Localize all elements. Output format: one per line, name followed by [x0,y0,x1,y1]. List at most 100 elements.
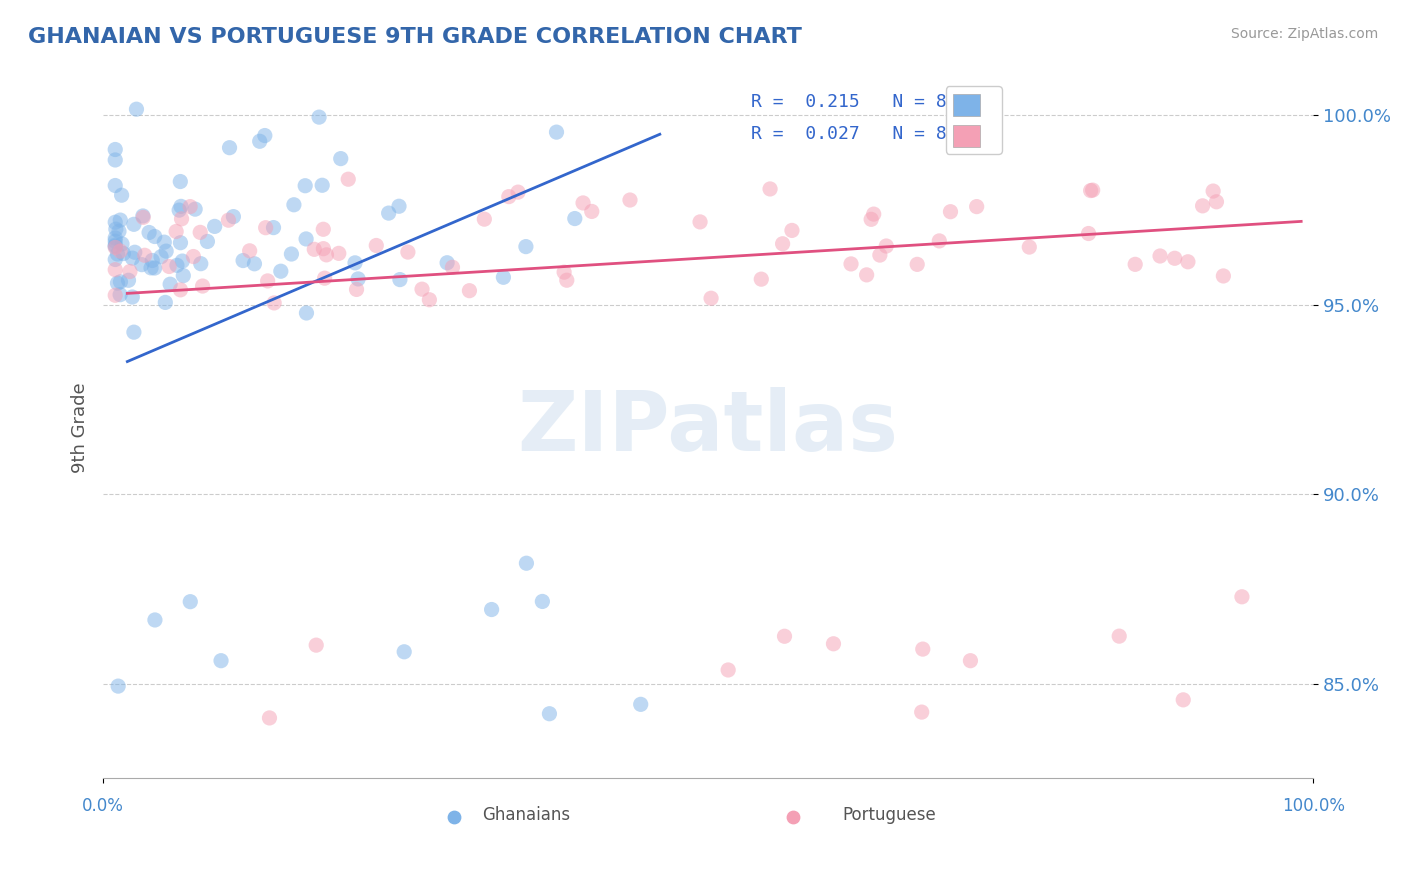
Point [131,258,153,272]
Point [172,254,194,268]
Point [458,284,481,298]
Point [155,295,177,310]
Point [107,247,129,261]
Point [184,202,207,216]
Point [481,602,503,616]
Point [966,200,988,214]
Point [492,270,515,285]
Point [167,203,190,218]
Point [143,229,166,244]
Point [314,271,336,285]
Point [772,236,794,251]
Point [165,225,187,239]
Point [717,663,740,677]
Text: Ghanaians: Ghanaians [482,806,571,824]
Point [104,288,127,302]
Point [243,257,266,271]
Point [780,223,803,237]
Point [125,102,148,116]
Point [337,172,360,186]
Point [204,219,226,234]
Point [619,193,641,207]
Point [143,260,166,275]
Point [104,143,127,157]
Point [122,217,145,231]
Point [104,262,127,277]
Point [773,629,796,643]
Point [217,213,239,227]
Point [700,291,723,305]
Point [197,235,219,249]
Point [222,210,245,224]
Point [104,231,127,245]
Point [254,220,277,235]
Point [249,134,271,148]
Point [959,654,981,668]
Text: R =  0.027   N = 81: R = 0.027 N = 81 [751,125,957,143]
Point [1202,184,1225,198]
Point [312,242,335,256]
Point [110,275,132,289]
Point [108,287,131,301]
Point [110,213,132,227]
Point [305,638,328,652]
Point [112,246,135,260]
Text: 0.0%: 0.0% [82,797,124,815]
Point [117,273,139,287]
Point [107,679,129,693]
Point [263,220,285,235]
Point [392,645,415,659]
Point [839,257,862,271]
Point [104,234,127,248]
Point [124,245,146,260]
Point [911,642,934,657]
Point [869,248,891,262]
Point [104,178,127,193]
Point [928,234,950,248]
Point [295,306,318,320]
Point [259,711,281,725]
Point [344,256,367,270]
Point [107,276,129,290]
Point [159,277,181,292]
Point [104,238,127,252]
Point [328,246,350,260]
Point [553,265,575,279]
Point [218,141,240,155]
Point [396,245,419,260]
Point [1081,183,1104,197]
Point [436,256,458,270]
Point [315,248,337,262]
Point [169,283,191,297]
Point [295,232,318,246]
Text: Portuguese: Portuguese [842,806,936,824]
Point [388,199,411,213]
Point [110,188,132,202]
Point [366,238,388,252]
Point [132,209,155,223]
Point [169,235,191,250]
Point [875,239,897,253]
Point [169,175,191,189]
Point [253,128,276,143]
Point [179,200,201,214]
Text: GHANAIAN VS PORTUGUESE 9TH GRADE CORRELATION CHART: GHANAIAN VS PORTUGUESE 9TH GRADE CORRELA… [28,27,801,46]
Text: ZIPatlas: ZIPatlas [517,387,898,468]
Point [239,244,262,258]
Y-axis label: 9th Grade: 9th Grade [72,383,89,473]
Legend: , : , [946,87,1001,154]
Point [506,185,529,199]
Point [304,243,326,257]
Point [104,240,127,254]
Point [1108,629,1130,643]
Point [172,268,194,283]
Point [183,250,205,264]
Point [139,260,162,275]
Point [1205,194,1227,209]
Point [1149,249,1171,263]
Point [538,706,561,721]
Point [515,239,537,253]
Point [104,222,127,236]
Point [1173,693,1195,707]
Point [581,204,603,219]
